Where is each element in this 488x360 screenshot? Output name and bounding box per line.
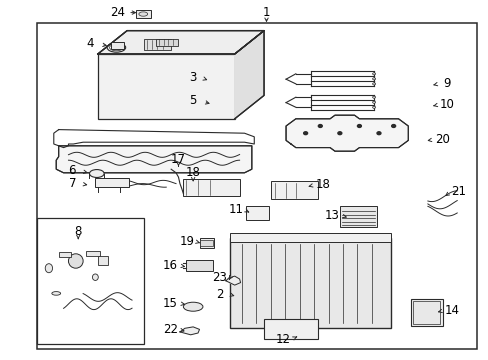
Text: 21: 21 — [450, 185, 465, 198]
Bar — [245, 206, 269, 220]
Text: 19: 19 — [179, 235, 194, 248]
Bar — [200, 240, 213, 246]
Bar — [156, 39, 178, 46]
Bar — [98, 54, 234, 119]
Text: 8: 8 — [74, 225, 82, 238]
Bar — [183, 179, 239, 196]
Bar — [412, 301, 439, 324]
Text: 4: 4 — [86, 37, 94, 50]
Circle shape — [372, 78, 375, 80]
Text: 14: 14 — [444, 304, 459, 317]
Ellipse shape — [183, 302, 203, 311]
Text: 2: 2 — [216, 288, 224, 301]
Bar — [136, 10, 150, 18]
Circle shape — [357, 125, 361, 127]
Bar — [98, 256, 107, 265]
Circle shape — [376, 132, 380, 135]
Circle shape — [372, 73, 375, 75]
Text: 5: 5 — [189, 94, 197, 107]
Text: 3: 3 — [189, 71, 197, 84]
Circle shape — [391, 125, 395, 127]
Circle shape — [303, 132, 307, 135]
Text: 15: 15 — [163, 297, 177, 310]
Ellipse shape — [68, 254, 83, 268]
Bar — [85, 251, 100, 256]
Ellipse shape — [92, 274, 98, 280]
Ellipse shape — [52, 292, 61, 295]
Text: 18: 18 — [185, 166, 200, 179]
Bar — [264, 319, 317, 339]
Text: 24: 24 — [110, 6, 124, 19]
Text: 9: 9 — [443, 77, 450, 90]
Text: 10: 10 — [439, 98, 454, 111]
Circle shape — [372, 106, 375, 108]
Text: 6: 6 — [68, 165, 76, 177]
Bar — [95, 178, 128, 187]
Text: 11: 11 — [228, 203, 243, 216]
Circle shape — [372, 83, 375, 85]
Bar — [229, 238, 390, 328]
Circle shape — [318, 125, 322, 127]
Ellipse shape — [45, 264, 53, 273]
Bar — [144, 39, 171, 50]
Polygon shape — [234, 31, 264, 119]
Bar — [199, 238, 214, 248]
Polygon shape — [56, 146, 251, 173]
Ellipse shape — [139, 12, 147, 16]
Bar — [339, 206, 376, 227]
Polygon shape — [285, 115, 407, 151]
Circle shape — [372, 101, 375, 103]
Text: 22: 22 — [163, 323, 177, 336]
Polygon shape — [98, 31, 264, 54]
Text: 17: 17 — [171, 153, 185, 166]
Text: 18: 18 — [315, 178, 329, 191]
Bar — [271, 181, 317, 199]
Bar — [185, 260, 212, 271]
Bar — [59, 252, 71, 257]
Text: 13: 13 — [325, 209, 339, 222]
Bar — [229, 233, 390, 242]
Text: 20: 20 — [434, 133, 449, 146]
Bar — [111, 41, 123, 49]
Text: 23: 23 — [211, 271, 226, 284]
Text: 1: 1 — [262, 6, 270, 19]
Circle shape — [337, 132, 341, 135]
Bar — [37, 218, 144, 344]
Polygon shape — [180, 327, 199, 335]
Text: 16: 16 — [163, 259, 177, 272]
Circle shape — [372, 96, 375, 98]
Polygon shape — [225, 276, 240, 285]
Ellipse shape — [89, 170, 104, 177]
Text: 12: 12 — [276, 333, 290, 346]
Text: 7: 7 — [68, 177, 76, 190]
Bar — [410, 299, 442, 326]
Ellipse shape — [109, 44, 123, 51]
